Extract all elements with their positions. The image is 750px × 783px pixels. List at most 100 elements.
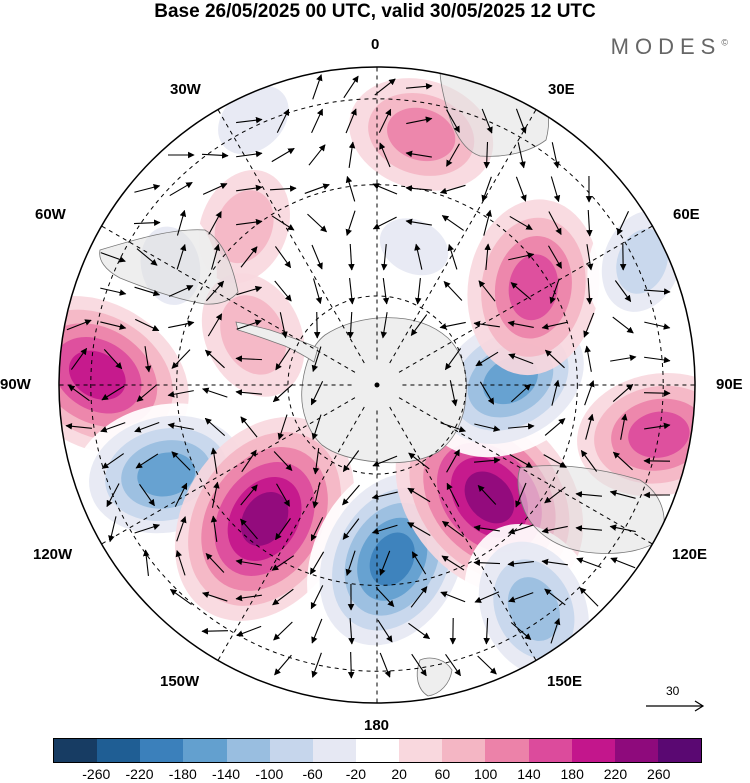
colorbar-tick-label: -140 xyxy=(212,766,241,782)
antarctica-landmass xyxy=(235,317,467,464)
wind-arrow xyxy=(174,482,188,507)
wind-arrow xyxy=(275,347,291,371)
lon-label-0: 0 xyxy=(371,36,380,53)
wind-arrow xyxy=(449,380,458,407)
anomaly-blob xyxy=(349,78,494,191)
wind-arrow xyxy=(168,285,194,297)
wind-arrow xyxy=(580,449,598,472)
wind-arrow xyxy=(410,314,428,336)
colorbar-tick-label: 60 xyxy=(434,766,451,782)
wind-arrow xyxy=(644,356,671,364)
wind-arrow xyxy=(347,311,354,339)
wind-arrow xyxy=(377,619,393,643)
wind-arrow xyxy=(347,651,355,679)
wind-arrow xyxy=(441,520,464,538)
wind-arrow xyxy=(551,142,560,169)
wind-arrow xyxy=(439,321,466,330)
colorbar-swatch xyxy=(312,739,356,762)
wind-arrow xyxy=(342,450,360,473)
wind-arrow xyxy=(446,482,460,507)
wind-arrow xyxy=(510,622,532,640)
wind-arrow xyxy=(142,549,150,576)
colorbar-tick-label: 140 xyxy=(517,766,541,782)
wind-arrow xyxy=(134,286,161,297)
map-title: Base 26/05/2025 00 UTC, valid 30/05/2025… xyxy=(154,1,596,22)
colorbar-tick-label: 180 xyxy=(560,766,584,782)
meridian-line xyxy=(398,397,653,545)
anomaly-blob xyxy=(72,403,260,546)
wind-arrow xyxy=(277,414,288,440)
wind-arrow xyxy=(614,280,632,303)
wind-arrow xyxy=(274,280,292,302)
lon-label-60e: 60E xyxy=(673,206,700,223)
colorbar-tick-label: 260 xyxy=(647,766,671,782)
wind-arrow xyxy=(101,385,125,401)
map-disk-outline xyxy=(58,66,696,704)
wind-arrow xyxy=(343,75,359,99)
wind-arrow xyxy=(610,557,636,569)
anomaly-field xyxy=(59,67,695,695)
wind-arrow xyxy=(106,483,120,508)
wind-arrow xyxy=(584,380,595,406)
wind-arrow xyxy=(311,618,323,644)
anomaly-contour xyxy=(218,85,289,155)
wind-arrow xyxy=(380,312,388,339)
wind-arrow xyxy=(273,451,293,471)
meridian-line xyxy=(101,397,356,545)
wind-arrow xyxy=(609,490,636,499)
wind-arrow xyxy=(481,108,493,134)
reference-vector: 30 xyxy=(642,684,712,714)
anomaly-contour xyxy=(508,254,559,321)
lon-label-30e: 30E xyxy=(548,81,575,98)
wind-arrow xyxy=(310,517,324,542)
wind-vectors xyxy=(65,74,671,679)
wind-arrow xyxy=(65,422,92,430)
wind-arrow xyxy=(276,483,290,507)
wind-arrow xyxy=(612,451,633,471)
wind-arrow xyxy=(441,215,464,231)
anomaly-contour xyxy=(616,228,669,294)
wind-arrow xyxy=(176,516,187,542)
colorbar-tick-label: 220 xyxy=(603,766,628,782)
wind-arrow xyxy=(575,491,602,498)
wind-arrow xyxy=(479,381,495,405)
wind-arrow xyxy=(378,108,392,133)
meridian-line xyxy=(389,406,537,661)
wind-arrow xyxy=(612,384,634,402)
lon-label-90w: 90W xyxy=(0,376,31,393)
colorbar-swatch xyxy=(269,739,313,762)
wind-arrow xyxy=(311,346,322,373)
wind-arrow xyxy=(67,384,90,402)
colorbar-tick-label: -60 xyxy=(302,766,323,782)
wind-arrow xyxy=(169,588,192,606)
wind-arrow xyxy=(447,243,458,270)
wind-arrow xyxy=(312,74,323,100)
wind-arrow xyxy=(235,594,262,602)
wind-arrow xyxy=(279,312,288,339)
wind-arrow xyxy=(312,448,320,475)
wind-arrow xyxy=(586,277,593,305)
wind-arrow xyxy=(610,354,637,362)
wind-arrow xyxy=(236,116,263,124)
wind-arrow xyxy=(481,176,492,202)
wind-arrow xyxy=(510,282,532,300)
wind-arrow xyxy=(510,383,532,403)
anomaly-blob xyxy=(421,303,600,458)
wind-arrow xyxy=(475,351,499,367)
wind-arrow xyxy=(312,278,323,305)
wind-arrow xyxy=(541,525,568,534)
wind-arrow xyxy=(240,484,258,506)
colorbar-tick-label: -260 xyxy=(82,766,111,782)
lon-label-150w: 150W xyxy=(160,673,200,690)
colorbar-tick-label: -100 xyxy=(255,766,284,782)
wind-arrow xyxy=(202,591,228,602)
wind-arrow xyxy=(345,210,356,236)
wind-arrow xyxy=(375,587,395,608)
wind-arrow xyxy=(508,524,534,535)
colorbar-swatch xyxy=(54,739,98,762)
wind-arrow xyxy=(446,109,460,133)
wind-arrow xyxy=(108,516,117,543)
wind-arrow xyxy=(345,175,356,202)
wind-arrow xyxy=(586,244,594,271)
wind-arrow xyxy=(408,452,430,470)
